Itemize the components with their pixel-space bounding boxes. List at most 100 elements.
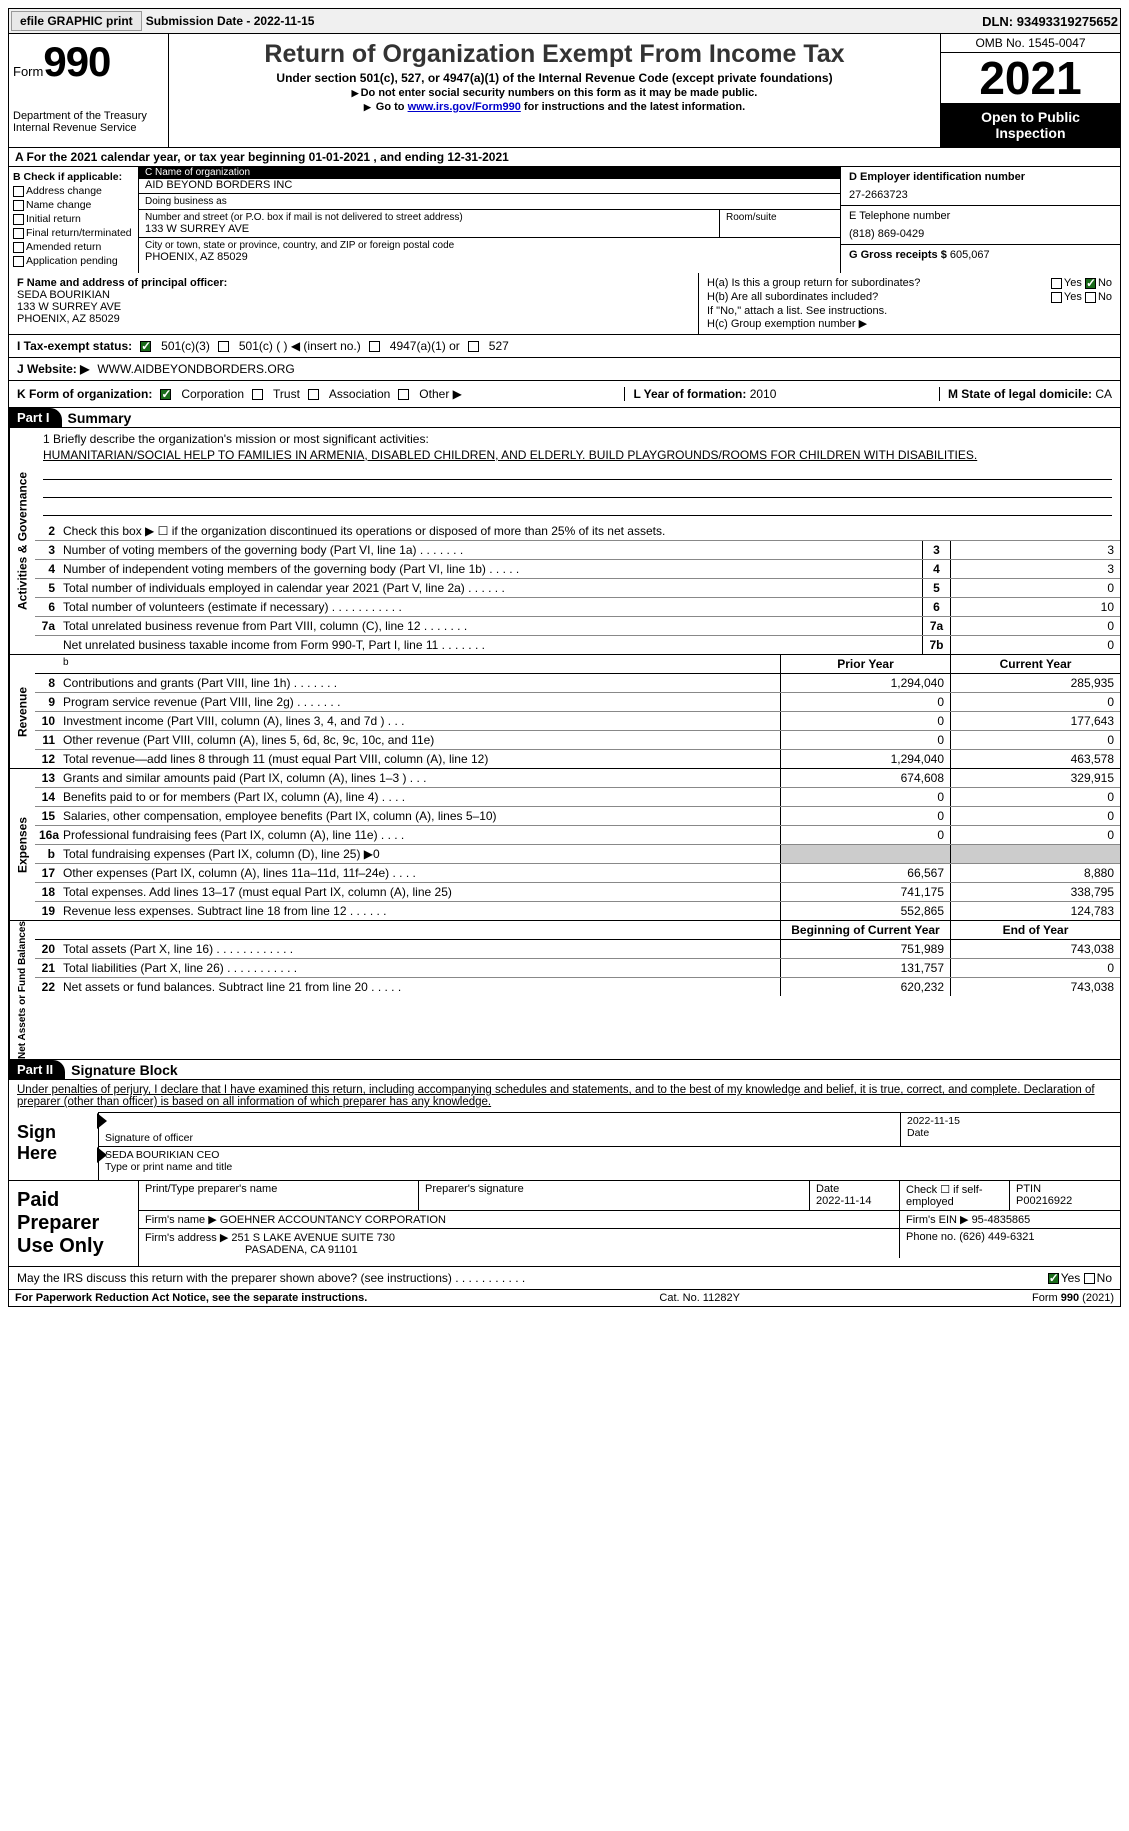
application-pending-checkbox[interactable]	[13, 256, 24, 267]
end-year-hdr: End of Year	[950, 921, 1120, 939]
current-value: 463,578	[950, 750, 1120, 768]
tel-label: E Telephone number	[849, 210, 1112, 222]
sign-here-label: Sign Here	[9, 1112, 99, 1180]
current-value: 0	[950, 731, 1120, 749]
prior-value: 751,989	[780, 940, 950, 958]
dln: DLN: 93493319275652	[982, 14, 1118, 29]
line-text: Total revenue—add lines 8 through 11 (mu…	[59, 750, 780, 768]
line-text: Number of voting members of the governin…	[59, 541, 922, 559]
initial-return-checkbox[interactable]	[13, 214, 24, 225]
sig-date-label: Date	[907, 1127, 1114, 1139]
line-text: Total number of individuals employed in …	[59, 579, 922, 597]
ein-value: 27-2663723	[849, 189, 1112, 201]
line2-text: Check this box ▶ ☐ if the organization d…	[59, 522, 1120, 540]
gross-value: 605,067	[950, 249, 990, 261]
prior-value: 131,757	[780, 959, 950, 977]
prior-value: 0	[780, 788, 950, 806]
net-assets-tab: Net Assets or Fund Balances	[9, 921, 35, 1059]
dept-label: Department of the Treasury Internal Reve…	[13, 110, 164, 134]
officer-name: SEDA BOURIKIAN	[17, 289, 690, 301]
prior-value: 0	[780, 731, 950, 749]
form-org-label: K Form of organization:	[17, 387, 152, 401]
expenses-tab: Expenses	[9, 769, 35, 920]
website-value: WWW.AIDBEYONDBORDERS.ORG	[97, 362, 294, 376]
assoc-checkbox[interactable]	[308, 389, 319, 400]
year-formation: 2010	[750, 387, 777, 401]
mission-label: 1 Briefly describe the organization's mi…	[43, 432, 1112, 446]
amended-return-checkbox[interactable]	[13, 242, 24, 253]
line-text: Net assets or fund balances. Subtract li…	[59, 978, 780, 996]
prior-value	[780, 845, 950, 863]
tax-year-row: A For the 2021 calendar year, or tax yea…	[8, 148, 1121, 167]
mission-text: HUMANITARIAN/SOCIAL HELP TO FAMILIES IN …	[43, 448, 1112, 462]
tax-year: 2021	[941, 53, 1120, 103]
top-toolbar: efile GRAPHIC print Submission Date - 20…	[8, 8, 1121, 34]
line-text: Number of independent voting members of …	[59, 560, 922, 578]
prep-date: 2022-11-14	[816, 1195, 871, 1207]
501c3-checkbox[interactable]	[140, 341, 151, 352]
name-change-checkbox[interactable]	[13, 200, 24, 211]
current-value: 124,783	[950, 902, 1120, 920]
prior-value: 674,608	[780, 769, 950, 787]
open-to-public: Open to Public Inspection	[941, 103, 1120, 147]
activities-governance-tab: Activities & Governance	[9, 428, 35, 654]
form-footer: Form 990 (2021)	[1032, 1292, 1114, 1304]
ssn-note: Do not enter social security numbers on …	[177, 87, 932, 99]
ha-no-checkbox[interactable]	[1085, 278, 1096, 289]
paperwork-notice: For Paperwork Reduction Act Notice, see …	[15, 1292, 367, 1304]
line-value: 3	[950, 541, 1120, 559]
discuss-yes-checkbox[interactable]	[1048, 1273, 1059, 1284]
address-change-checkbox[interactable]	[13, 186, 24, 197]
current-value: 743,038	[950, 978, 1120, 996]
hb-yes-checkbox[interactable]	[1051, 292, 1062, 303]
501c-checkbox[interactable]	[218, 341, 229, 352]
line-text: Investment income (Part VIII, column (A)…	[59, 712, 780, 730]
goto-note: Go to www.irs.gov/Form990 for instructio…	[177, 101, 932, 113]
line-text: Other expenses (Part IX, column (A), lin…	[59, 864, 780, 882]
line-text: Total liabilities (Part X, line 26) . . …	[59, 959, 780, 977]
hb-no-checkbox[interactable]	[1085, 292, 1096, 303]
other-checkbox[interactable]	[398, 389, 409, 400]
current-value: 743,038	[950, 940, 1120, 958]
final-return-checkbox[interactable]	[13, 228, 24, 239]
officer-label: F Name and address of principal officer:	[17, 277, 690, 289]
self-employed-check: Check ☐ if self-employed	[900, 1181, 1010, 1210]
dba-label: Doing business as	[145, 196, 834, 207]
officer-addr2: PHOENIX, AZ 85029	[17, 313, 690, 325]
prior-value: 1,294,040	[780, 674, 950, 692]
officer-name-title: SEDA BOURIKIAN CEO	[105, 1149, 1114, 1161]
prior-value: 1,294,040	[780, 750, 950, 768]
firm-ein: 95-4835865	[972, 1214, 1031, 1226]
line-text: Revenue less expenses. Subtract line 18 …	[59, 902, 780, 920]
form-subtitle: Under section 501(c), 527, or 4947(a)(1)…	[177, 71, 932, 85]
line-text: Contributions and grants (Part VIII, lin…	[59, 674, 780, 692]
4947-checkbox[interactable]	[369, 341, 380, 352]
current-value: 177,643	[950, 712, 1120, 730]
efile-print-button[interactable]: efile GRAPHIC print	[11, 11, 142, 31]
prior-value: 552,865	[780, 902, 950, 920]
line-text: Total assets (Part X, line 16) . . . . .…	[59, 940, 780, 958]
room-label: Room/suite	[726, 212, 834, 223]
prior-year-hdr: Prior Year	[780, 655, 950, 673]
section-b-checkboxes: B Check if applicable: Address change Na…	[9, 167, 139, 273]
line-value: 3	[950, 560, 1120, 578]
firm-name: GOEHNER ACCOUNTANCY CORPORATION	[220, 1214, 446, 1226]
ha-label: H(a) Is this a group return for subordin…	[707, 277, 920, 289]
527-checkbox[interactable]	[468, 341, 479, 352]
corp-checkbox[interactable]	[160, 389, 171, 400]
prior-value: 0	[780, 712, 950, 730]
irs-link[interactable]: www.irs.gov/Form990	[408, 101, 521, 113]
paid-preparer-label: Paid Preparer Use Only	[9, 1181, 139, 1266]
line-text: Program service revenue (Part VIII, line…	[59, 693, 780, 711]
trust-checkbox[interactable]	[252, 389, 263, 400]
prior-value: 0	[780, 693, 950, 711]
discuss-no-checkbox[interactable]	[1084, 1273, 1095, 1284]
line-text: Benefits paid to or for members (Part IX…	[59, 788, 780, 806]
form-header: Form990 Department of the Treasury Inter…	[8, 34, 1121, 148]
ha-yes-checkbox[interactable]	[1051, 278, 1062, 289]
discuss-text: May the IRS discuss this return with the…	[17, 1271, 525, 1285]
part1-title: Summary	[62, 410, 132, 426]
sig-date: 2022-11-15	[907, 1115, 960, 1127]
current-value: 285,935	[950, 674, 1120, 692]
tel-value: (818) 869-0429	[849, 228, 1112, 240]
